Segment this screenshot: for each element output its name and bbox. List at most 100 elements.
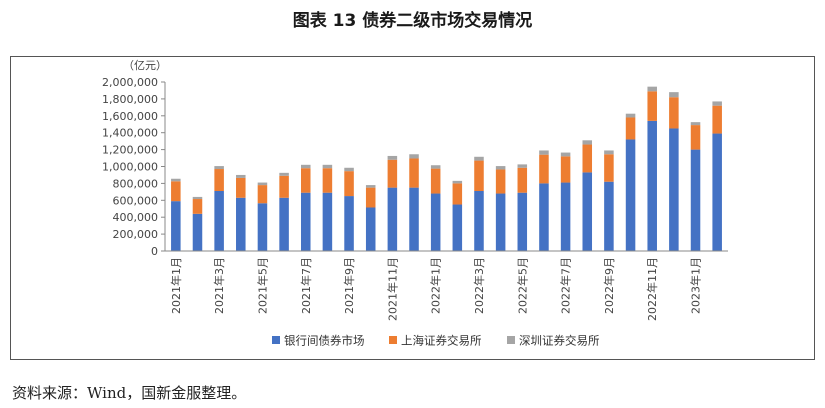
bar-segment-series-2 — [171, 181, 181, 202]
bar-segment-series-3 — [669, 92, 679, 98]
y-tick-label: 1,000,000 — [102, 161, 158, 174]
bar-segment-series-3 — [279, 172, 289, 176]
bar-segment-series-1 — [560, 182, 571, 251]
bar-segment-series-1 — [690, 149, 701, 251]
bar-segment-series-1 — [365, 207, 376, 251]
bar-segment-series-1 — [322, 192, 333, 251]
bar-segment-series-1 — [430, 193, 441, 251]
y-tick-label: 1,400,000 — [102, 127, 158, 140]
bar-segment-series-1 — [236, 197, 246, 251]
bar-segment-series-3 — [214, 166, 224, 170]
bar-segment-series-1 — [474, 191, 484, 251]
bar-segment-series-3 — [430, 165, 441, 169]
y-tick-label: 400,000 — [113, 211, 159, 224]
y-tick-label: 0 — [151, 245, 158, 258]
y-tick-label: 800,000 — [113, 177, 159, 190]
y-tick-label: 1,800,000 — [102, 93, 158, 106]
bar-segment-series-3 — [560, 152, 571, 157]
bar-segment-series-3 — [625, 113, 636, 118]
bar-segment-series-3 — [322, 164, 333, 169]
bar-segment-series-2 — [452, 183, 463, 205]
bar-segment-series-3 — [604, 150, 614, 155]
bar-segment-series-2 — [647, 91, 657, 121]
x-tick-label: 2022年9月 — [602, 257, 616, 314]
y-tick-label: 1,600,000 — [102, 110, 158, 123]
bar-segment-series-2 — [474, 160, 484, 191]
bar-segment-series-3 — [495, 166, 506, 170]
x-tick-label: 2022年3月 — [472, 257, 486, 314]
bar-segment-series-2 — [236, 177, 246, 198]
x-tick-label: 2023年1月 — [689, 257, 703, 314]
bar-segment-series-2 — [539, 154, 549, 184]
bar-segment-series-1 — [582, 172, 593, 251]
bar-segment-series-2 — [517, 167, 528, 193]
bar-segment-series-2 — [365, 187, 376, 208]
bar-segment-series-3 — [387, 155, 398, 160]
y-axis: 0 200,000 400,000 600,000 800,000 1,000,000 1,… — [102, 76, 166, 258]
bar-segment-series-2 — [192, 199, 203, 214]
legend-swatch — [389, 336, 397, 344]
bar-segment-series-2 — [300, 168, 311, 193]
legend-label: 上海证券交易所 — [401, 334, 482, 348]
y-tick-label: 200,000 — [113, 228, 159, 241]
bar-segment-series-2 — [495, 169, 506, 194]
bar-segment-series-2 — [387, 159, 398, 188]
x-tick-label: 2022年11月 — [645, 257, 659, 321]
x-tick-label: 2021年3月 — [212, 257, 226, 314]
bar-chart: （亿元） 0 200,000 400,000 600,000 800,000 1,000,… — [102, 59, 728, 348]
legend-label: 深圳证券交易所 — [519, 334, 600, 348]
bar-segment-series-3 — [344, 167, 354, 172]
bar-segment-series-1 — [214, 191, 224, 251]
bar-segment-series-2 — [279, 175, 289, 198]
bar-segment-series-3 — [452, 180, 463, 184]
x-tick-label: 2022年7月 — [559, 257, 573, 314]
bar-segment-series-1 — [712, 133, 722, 251]
bar-segment-series-3 — [690, 122, 701, 126]
legend: 银行间债券市场 上海证券交易所 深圳证券交易所 — [272, 334, 600, 348]
bar-segment-series-1 — [257, 203, 268, 251]
bar-segment-series-3 — [712, 101, 722, 106]
bar-segment-series-3 — [517, 164, 528, 168]
bar-segment-series-1 — [669, 128, 679, 251]
x-tick-label: 2021年7月 — [299, 257, 313, 314]
bar-segment-series-3 — [171, 178, 181, 182]
y-axis-unit: （亿元） — [123, 59, 167, 72]
bar-segment-series-1 — [387, 187, 398, 252]
bar-segment-series-2 — [322, 168, 333, 193]
x-tick-label: 2022年5月 — [515, 257, 529, 314]
bar-segment-series-1 — [625, 139, 636, 251]
bar-segment-series-1 — [409, 187, 419, 252]
bar-segment-series-1 — [452, 204, 463, 251]
bar-segment-series-1 — [539, 183, 549, 251]
bar-segment-series-2 — [582, 144, 593, 173]
x-tick-label: 2022年1月 — [429, 257, 443, 314]
bars — [171, 86, 722, 252]
bar-segment-series-2 — [625, 117, 636, 140]
bar-segment-series-3 — [474, 156, 484, 161]
bar-segment-series-2 — [669, 97, 679, 129]
x-axis: 2021年1月 2021年3月 2021年5月 2021年7月 2021年9月 2021年… — [165, 250, 728, 321]
bar-segment-series-2 — [409, 158, 419, 188]
x-tick-label: 2021年11月 — [385, 257, 399, 321]
bar-segment-series-1 — [192, 213, 203, 251]
bar-segment-series-2 — [712, 105, 722, 134]
bar-segment-series-3 — [236, 174, 246, 178]
bar-segment-series-1 — [647, 120, 657, 252]
bar-segment-series-2 — [430, 168, 441, 194]
bar-segment-series-1 — [171, 201, 181, 251]
bar-segment-series-3 — [192, 196, 203, 200]
y-tick-label: 1,200,000 — [102, 144, 158, 157]
bar-segment-series-3 — [409, 154, 419, 159]
bar-segment-series-1 — [604, 181, 614, 251]
x-tick-label: 2021年5月 — [255, 257, 269, 314]
bar-segment-series-2 — [604, 154, 614, 182]
bar-segment-series-2 — [690, 125, 701, 150]
bar-segment-series-3 — [539, 150, 549, 155]
bar-segment-series-1 — [300, 192, 311, 251]
bar-segment-series-2 — [560, 156, 571, 183]
bar-segment-series-1 — [495, 193, 506, 251]
bar-segment-series-2 — [257, 185, 268, 204]
y-tick-label: 600,000 — [113, 194, 159, 207]
bar-segment-series-1 — [344, 196, 354, 251]
bar-segment-series-3 — [582, 140, 593, 145]
